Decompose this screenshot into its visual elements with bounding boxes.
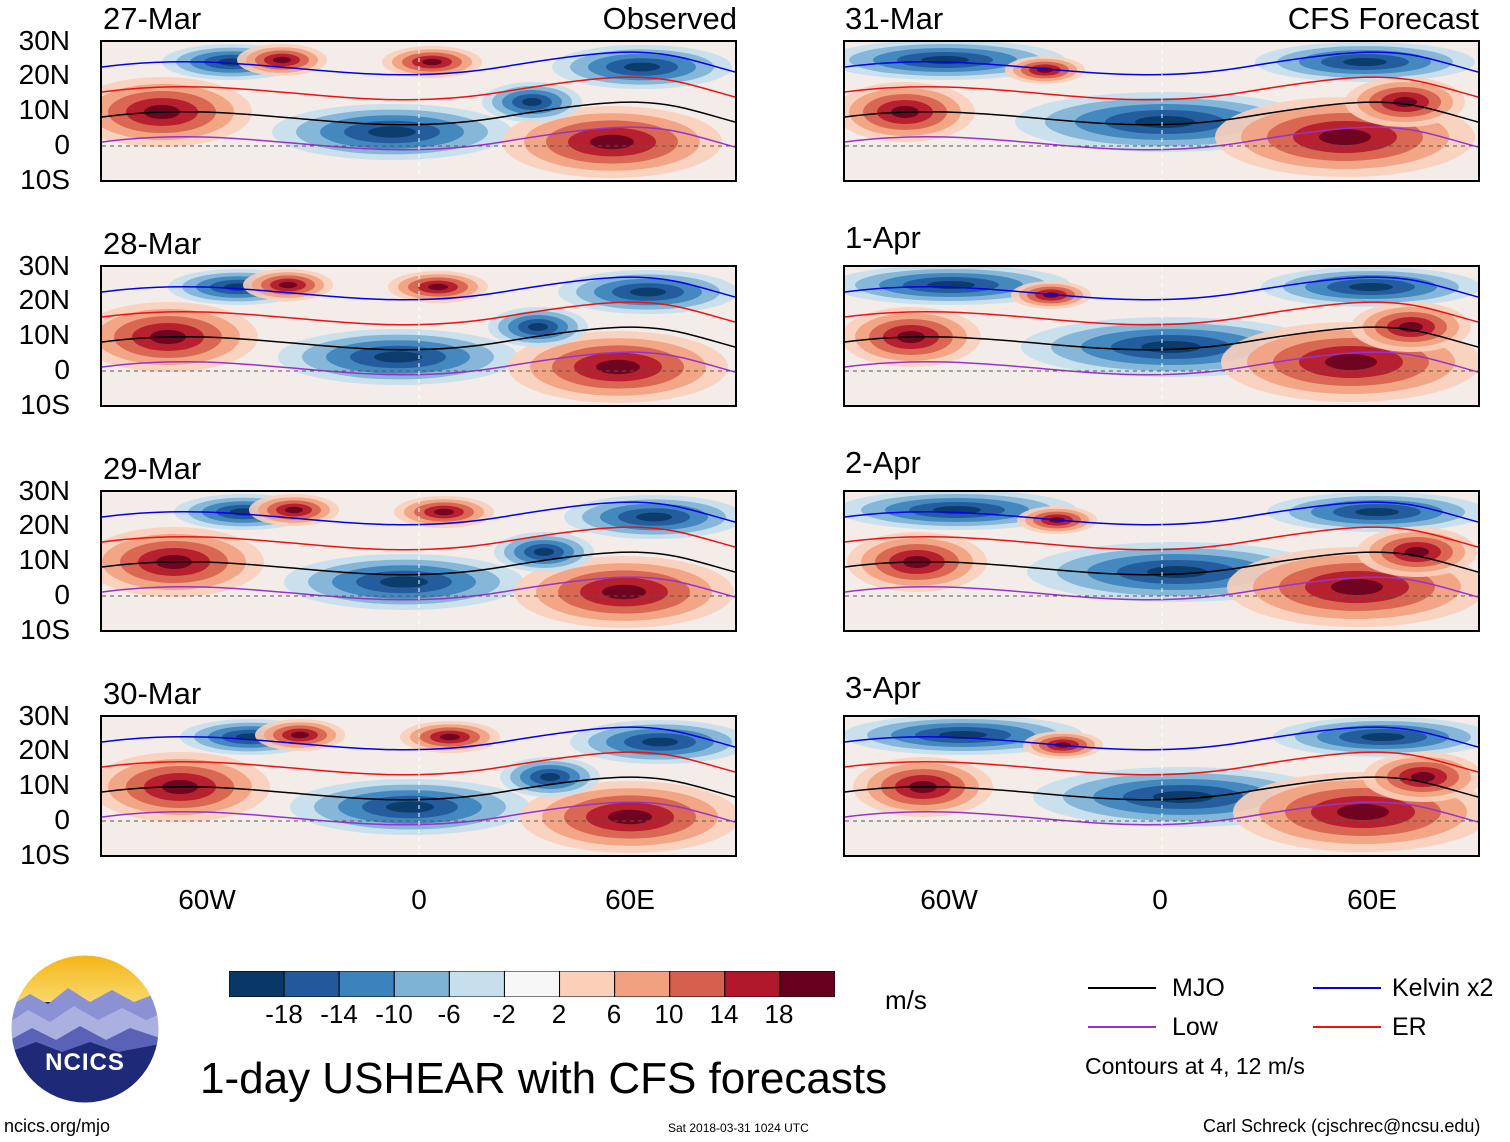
lat-label-20n-r3: 20N [18,509,70,540]
lat-label-20n-r4: 20N [18,734,70,765]
observed-header: Observed [602,1,737,36]
figure-title: 1-day USHEAR with CFS forecasts [200,1054,888,1103]
legend-low-label: Low [1172,1013,1218,1041]
colorbar-units: m/s [885,985,927,1015]
lat-label-10n-r4: 10N [18,769,70,800]
colorbar-label-j: 18 [764,999,794,1029]
map-panel-3apr [843,715,1480,857]
colorbar-label-f: 2 [551,999,567,1029]
colorbar [229,971,835,997]
lon-label-60w-right: 60W [920,884,978,915]
lat-label-eq-r1: 0 [54,129,70,160]
colorbar-swatch-9 [724,971,781,997]
panel-date-29mar: 29-Mar [103,451,202,486]
map-panel-1apr [843,265,1480,407]
legend-mjo-line [1088,987,1156,989]
map-panel-29mar [100,490,737,632]
colorbar-swatch-7 [614,971,671,997]
colorbar-label-b: -14 [320,999,358,1029]
panel-date-27mar: 27-Mar [103,1,202,36]
panel-date-1apr: 1-Apr [845,220,921,255]
lat-label-10s-r2: 10S [20,389,70,420]
panel-date-3apr: 3-Apr [845,670,921,705]
colorbar-label-i: 14 [709,999,739,1029]
panel-date-28mar: 28-Mar [103,226,202,261]
colorbar-swatch-8 [669,971,726,997]
lon-label-0-right: 0 [1152,884,1168,915]
colorbar-swatch-4 [448,971,505,997]
lon-label-60e-left: 60E [605,884,655,915]
logo-text: NCICS [45,1049,125,1076]
colorbar-label-c: -10 [375,999,413,1029]
lat-label-eq-r3: 0 [54,579,70,610]
map-panel-31mar [843,40,1480,182]
colorbar-swatch-5 [503,971,561,997]
lat-label-30n-r2: 30N [18,250,70,281]
colorbar-swatch-0 [229,971,285,997]
legend-low-line [1088,1026,1156,1028]
colorbar-label-d: -6 [437,999,461,1029]
lon-label-60e-right: 60E [1347,884,1397,915]
lat-label-20n-r1: 20N [18,59,70,90]
legend-mjo-label: MJO [1172,974,1225,1002]
lat-label-eq-r4: 0 [54,804,70,835]
colorbar-swatch-10 [779,971,835,997]
legend-kelvin-label: Kelvin x2 [1392,974,1494,1002]
map-panel-27mar [100,40,737,182]
lat-label-10s-r1: 10S [20,164,70,195]
lat-label-10n-r1: 10N [18,94,70,125]
lat-label-10n-r2: 10N [18,319,70,350]
lon-label-0-left: 0 [411,884,427,915]
panel-date-30mar: 30-Mar [103,676,202,711]
colorbar-label-g: 6 [606,999,622,1029]
lon-label-60w-left: 60W [178,884,236,915]
legend-er-label: ER [1392,1013,1427,1041]
forecast-header: CFS Forecast [1287,1,1479,36]
ncics-logo [10,954,160,1104]
lat-label-10s-r4: 10S [20,839,70,870]
colorbar-swatch-2 [338,971,395,997]
lat-label-20n-r2: 20N [18,284,70,315]
footer-timestamp: Sat 2018-03-31 1024 UTC [668,1121,809,1135]
colorbar-swatch-1 [283,971,340,997]
map-panel-30mar [100,715,737,857]
map-panel-2apr [843,490,1480,632]
colorbar-label-e: -2 [492,999,516,1029]
contour-note: Contours at 4, 12 m/s [1085,1053,1305,1079]
lat-label-eq-r2: 0 [54,354,70,385]
panel-date-2apr: 2-Apr [845,445,921,480]
map-panel-28mar [100,265,737,407]
colorbar-label-a: -18 [265,999,303,1029]
footer-url[interactable]: ncics.org/mjo [4,1116,111,1136]
lat-label-30n-r1: 30N [18,25,70,56]
lat-label-30n-r3: 30N [18,475,70,506]
colorbar-swatch-6 [559,971,616,997]
colorbar-swatch-3 [393,971,450,997]
legend-er-line [1313,1026,1381,1028]
colorbar-label-h: 10 [654,999,684,1029]
legend-kelvin-line [1313,987,1381,989]
lat-label-30n-r4: 30N [18,700,70,731]
lat-label-10n-r3: 10N [18,544,70,575]
footer-credit: Carl Schreck (cjschrec@ncsu.edu) [1203,1116,1481,1136]
panel-date-31mar: 31-Mar [845,1,944,36]
lat-label-10s-r3: 10S [20,614,70,645]
